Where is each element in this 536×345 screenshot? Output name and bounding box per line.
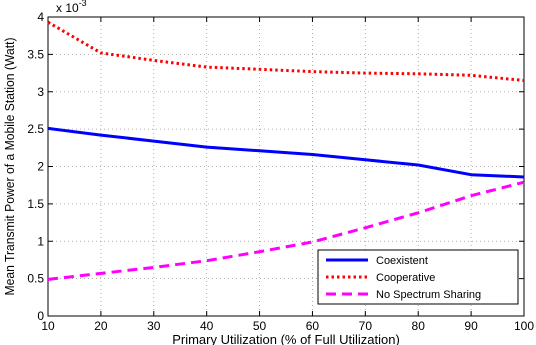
- x-tick-label: 50: [253, 319, 267, 333]
- legend-label: Cooperative: [376, 272, 435, 284]
- x-tick-label: 100: [514, 319, 534, 333]
- y-exponent-label: x 10-3: [56, 0, 87, 15]
- x-tick-label: 40: [200, 319, 214, 333]
- legend-label: No Spectrum Sharing: [376, 289, 481, 301]
- series-line-cooperative: [47, 20, 525, 82]
- tick-labels: 10 20 30 40 50 60 70 80 90 100 0 0.5 1 1.5 2 2.5 3 3.5 4: [27, 10, 534, 333]
- y-tick-label: 3.5: [27, 47, 44, 61]
- x-tick-label: 10: [41, 319, 55, 333]
- series-line-coexistent: [47, 126, 525, 179]
- y-tick-label: 1: [37, 234, 44, 248]
- y-axis-label: Mean Transmit Power of a Mobile Station …: [2, 38, 17, 296]
- x-axis-label: Primary Utilization (% of Full Utilizati…: [172, 332, 400, 345]
- y-tick-label: 2.5: [27, 122, 44, 136]
- x-tick-label: 90: [464, 319, 478, 333]
- y-tick-label: 1.5: [27, 197, 44, 211]
- x-tick-label: 70: [359, 319, 373, 333]
- series-line-no-spectrum-sharing: [47, 180, 525, 281]
- y-tick-label: 0.5: [27, 272, 44, 286]
- x-tick-label: 60: [306, 319, 320, 333]
- y-tick-label: 4: [37, 10, 44, 24]
- axis-ticks: [47, 16, 525, 317]
- legend-label: Coexistent: [376, 255, 428, 267]
- x-tick-label: 30: [147, 319, 161, 333]
- x-tick-label: 80: [412, 319, 426, 333]
- y-tick-label: 3: [37, 85, 44, 99]
- legend: Coexistent Cooperative No Spectrum Sharing: [317, 249, 519, 305]
- x-tick-label: 20: [94, 319, 108, 333]
- y-tick-label: 2: [37, 160, 44, 174]
- series-lines: [47, 20, 525, 281]
- y-tick-label: 0: [37, 309, 44, 323]
